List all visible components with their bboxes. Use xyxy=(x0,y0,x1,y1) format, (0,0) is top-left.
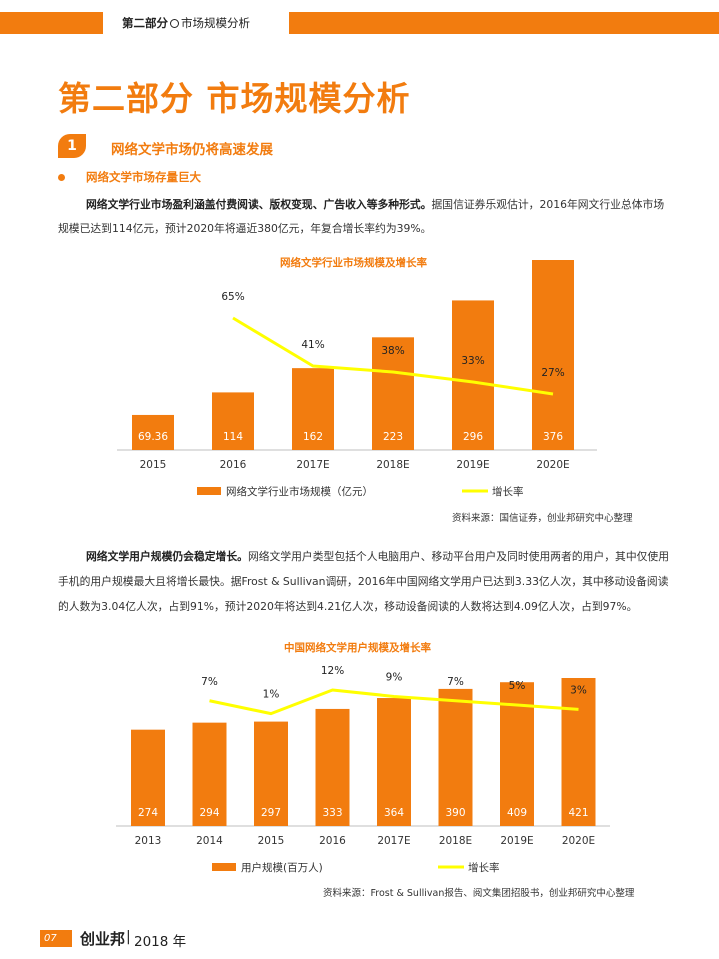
paragraph-2-line-1: 网络文学用户规模仍会稳定增长。网络文学用户类型包括个人电脑用户、移动平台用户及同… xyxy=(58,545,669,569)
chart-2-tick-label: 2019E xyxy=(500,835,533,847)
chart-1-source: 资料来源：国信证券，创业邦研究中心整理 xyxy=(452,513,633,524)
chart-1-bar xyxy=(372,337,414,450)
chart-2-bar xyxy=(561,678,596,826)
chart-2-title: 中国网络文学用户规模及增长率 xyxy=(284,642,431,654)
chart-1-growth-line xyxy=(232,316,554,396)
chart-2-tick-label: 2020E xyxy=(562,835,595,847)
chart-1-bar xyxy=(532,260,574,450)
paragraph-2-line-3: 的人数为3.04亿人次，占到91%，预计2020年将达到4.21亿人次，移动设备… xyxy=(58,600,638,613)
chart-2-bar-label: 364 xyxy=(384,807,404,819)
chart-1-tick-label: 2019E xyxy=(456,459,489,471)
chart-2-tick-label: 2014 xyxy=(196,835,223,847)
chart-2-tick-label: 2018E xyxy=(439,835,472,847)
chart-2-bar-label: 294 xyxy=(199,807,219,819)
chart-2-bar-label: 421 xyxy=(568,807,588,819)
paragraph-1-rest: 据国信证券乐观估计，2016年网文行业总体市场 xyxy=(431,198,665,211)
chart-1-rate-label: 33% xyxy=(461,355,484,367)
chart-2-bar xyxy=(131,729,165,826)
header-section-bold: 第二部分 xyxy=(122,16,168,30)
paragraph-2-line-2: 手机的用户规模最大且将增长最快。据Frost & Sullivan调研，2016… xyxy=(58,575,669,588)
chart-1-rate-label: 65% xyxy=(221,291,244,303)
chart-1-bar-label: 296 xyxy=(463,431,483,443)
header-section-light: 市场规模分析 xyxy=(181,16,250,30)
chart-1-bar-label: 162 xyxy=(303,431,323,443)
chart-2-rate-label: 9% xyxy=(386,671,403,683)
section-title: 网络文学市场仍将高速发展 xyxy=(111,142,273,158)
chart-1-bar xyxy=(212,392,254,450)
chart-2-bar-label: 297 xyxy=(261,807,281,819)
chart-2-rate-label: 7% xyxy=(201,676,218,688)
chart-2-tick-label: 2015 xyxy=(258,835,285,847)
paragraph-1-line-1: 网络文学行业市场盈利涵盖付费阅读、版权变现、广告收入等多种形式。据国信证券乐观估… xyxy=(58,193,664,217)
footer-year: 2018 年 xyxy=(134,934,187,950)
chart-1-bar xyxy=(132,414,174,450)
chart-1-bar xyxy=(452,300,494,450)
footer-page-number: 07 xyxy=(40,930,72,947)
paragraph-1-bold: 网络文学行业市场盈利涵盖付费阅读、版权变现、广告收入等多种形式。 xyxy=(86,198,432,211)
chart-2-legend-bar-swatch xyxy=(212,863,236,871)
chart-1-tick-label: 2017E xyxy=(296,459,329,471)
chart-2-rate-label: 3% xyxy=(570,684,587,696)
paragraph-2-bold: 网络文学用户规模仍会稳定增长。 xyxy=(86,550,248,563)
chart-1-bar xyxy=(292,368,334,450)
chart-2-tick-label: 2016 xyxy=(319,835,346,847)
chart-2-rate-label: 5% xyxy=(509,680,526,692)
header-bar-left xyxy=(0,12,103,34)
chart-1-legend-bar-swatch xyxy=(197,487,221,495)
chart-1-bar-label: 69.36 xyxy=(138,431,168,443)
chart-2-bar xyxy=(315,708,350,826)
chart-2-bar-label: 333 xyxy=(322,807,342,819)
chart-2-bar-label: 390 xyxy=(445,807,465,819)
chart-1-rate-label: 38% xyxy=(381,345,404,357)
chart-1-bar-label: 376 xyxy=(543,431,563,443)
chart-1-legend-line-label: 增长率 xyxy=(492,485,524,498)
header-section-label: 第二部分 市场规模分析 xyxy=(122,13,250,33)
chart-2-tick-label: 2017E xyxy=(377,835,410,847)
circle-dot-icon xyxy=(170,19,179,28)
chart-2-rate-label: 12% xyxy=(321,665,344,677)
chart-1-tick-label: 2018E xyxy=(376,459,409,471)
chart-2-rate-label: 1% xyxy=(263,689,280,701)
header-bar-right xyxy=(289,12,719,34)
footer-logo: 创业邦 xyxy=(80,930,126,948)
footer-separator: | xyxy=(126,929,131,945)
chart-1-title: 网络文学行业市场规模及增长率 xyxy=(280,257,427,269)
chart-1-rate-label: 41% xyxy=(301,339,324,351)
chart-1-rate-label: 27% xyxy=(541,367,564,379)
page-title: 第二部分 市场规模分析 xyxy=(58,79,411,118)
chart-2-growth-line xyxy=(209,688,579,716)
chart-2-bar xyxy=(377,698,411,826)
chart-2-bar-label: 274 xyxy=(138,807,158,819)
section-number-badge: 1 xyxy=(58,134,86,158)
chart-2-bar xyxy=(254,721,288,826)
chart-1-bar-label: 223 xyxy=(383,431,403,443)
chart-2-bar xyxy=(438,688,473,826)
paragraph-2-rest: 网络文学用户类型包括个人电脑用户、移动平台用户及同时使用两者的用户，其中仅使用 xyxy=(247,550,670,563)
chart-1-tick-label: 2020E xyxy=(536,459,569,471)
chart-2-legend-line-label: 增长率 xyxy=(468,861,500,874)
paragraph-1-line-2: 规模已达到114亿元，预计2020年将逼近380亿元，年复合增长率约为39%。 xyxy=(58,222,432,235)
chart-2-bar xyxy=(192,722,227,826)
chart-2-source: 资料来源：Frost & Sullivan报告、阅文集团招股书，创业邦研究中心整… xyxy=(323,888,635,899)
chart-2-legend-bar-label: 用户规模(百万人) xyxy=(241,861,323,874)
bullet-dot-icon xyxy=(58,174,65,181)
chart-1-bar-label: 114 xyxy=(223,431,243,443)
chart-1-legend-bar-label: 网络文学行业市场规模（亿元） xyxy=(226,485,373,498)
chart-2-bar-label: 409 xyxy=(507,807,527,819)
chart-1-tick-label: 2015 xyxy=(140,459,167,471)
bullet-heading: 网络文学市场存量巨大 xyxy=(86,170,201,184)
chart-1-tick-label: 2016 xyxy=(220,459,247,471)
chart-2-tick-label: 2013 xyxy=(135,835,162,847)
chart-2-rate-label: 7% xyxy=(447,676,464,688)
